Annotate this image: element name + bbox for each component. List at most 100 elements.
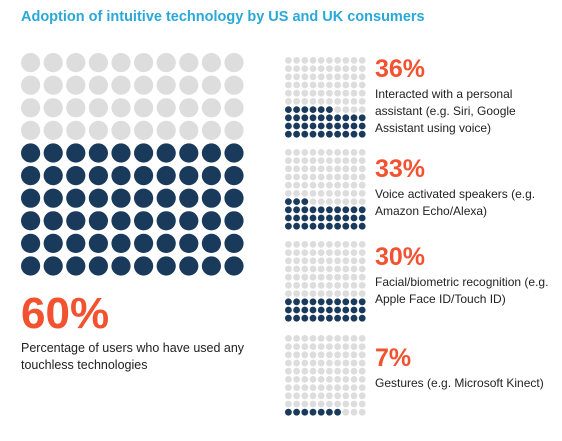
main-waffle-dot-filled (179, 233, 199, 253)
small-waffle-1-dot-empty (301, 181, 309, 189)
main-waffle-dot-empty (224, 75, 244, 95)
small-waffle-0-dot-empty (358, 106, 366, 113)
main-waffle-dot-empty (88, 53, 108, 73)
small-waffle-1-dot-empty (334, 157, 341, 164)
small-waffle-2-dot-empty (342, 249, 350, 256)
main-waffle-dot-empty (111, 75, 131, 95)
small-waffle-1-dot-empty (334, 198, 341, 205)
small-waffle-1-dot-empty (309, 190, 317, 197)
small-waffle-3-dot-empty (358, 359, 366, 367)
small-waffle-1-dot-empty (317, 165, 325, 173)
small-waffle-1-dot-empty (317, 181, 325, 189)
main-waffle-dot-filled (134, 256, 154, 276)
small-waffle-2-dot-filled (334, 298, 341, 306)
main-waffle-dot-filled (179, 166, 199, 186)
small-waffle-1-dot-empty (309, 181, 317, 189)
small-waffle-3-dot-empty (342, 408, 350, 416)
small-waffle-3-dot-empty (293, 392, 300, 400)
main-waffle-dot-filled (134, 188, 154, 208)
small-waffle-3-dot-filled (326, 408, 333, 416)
small-waffle-0-dot-filled (301, 106, 309, 113)
small-waffle-3-dot-empty (309, 335, 317, 342)
main-waffle-dot-filled (179, 188, 199, 208)
main-waffle-dot-filled (21, 211, 41, 231)
small-waffle-2-dot-empty (350, 273, 358, 281)
main-waffle-dot-filled (43, 256, 63, 276)
small-waffle-1-dot-empty (358, 149, 366, 156)
small-waffle-2-dot-empty (342, 241, 350, 248)
small-waffle-3-dot-empty (301, 384, 309, 391)
small-waffle-1-dot-filled (293, 198, 300, 205)
main-waffle-dot-empty (201, 98, 221, 118)
small-waffle-2-dot-filled (342, 306, 350, 314)
small-waffle-2-dot-empty (317, 257, 325, 265)
small-waffle-0-dot-filled (285, 114, 292, 122)
small-waffle-3-dot-empty (326, 343, 333, 350)
main-waffle-dot-filled (111, 211, 131, 231)
small-waffle-2-dot-empty (301, 265, 309, 273)
main-waffle-dot-filled (21, 233, 41, 253)
main-waffle-dot-empty (111, 98, 131, 118)
small-waffle-2-dot-empty (293, 290, 300, 297)
small-waffle-0-dot-empty (334, 89, 341, 97)
small-waffle-2-dot-empty (293, 257, 300, 265)
small-waffle-0-dot-filled (326, 130, 333, 138)
small-waffle-1-dot-filled (285, 206, 292, 214)
small-waffle-0-dot-empty (285, 89, 292, 97)
small-waffle-3-dot-filled (285, 408, 292, 416)
small-waffle-2-dot-empty (358, 241, 366, 248)
small-waffle-1-dot-empty (342, 190, 350, 197)
small-waffle-2-dot-empty (350, 257, 358, 265)
percentage-facial-recognition: 30% (375, 243, 426, 271)
small-waffle-3-dot-empty (358, 343, 366, 350)
small-waffle-0-dot-filled (334, 122, 341, 130)
small-waffle-1-dot-empty (293, 157, 300, 164)
small-waffle-0-dot-filled (285, 106, 292, 113)
small-waffle-1-dot-empty (358, 198, 366, 205)
small-waffle-0-dot-empty (317, 73, 325, 81)
small-waffle-2-dot-filled (317, 314, 325, 322)
small-waffle-3-dot-empty (358, 367, 366, 375)
small-waffle-1-dot-filled (301, 214, 309, 222)
main-waffle-dot-filled (111, 166, 131, 186)
main-waffle-dot-filled (156, 188, 176, 208)
small-waffle-3-dot-empty (301, 343, 309, 350)
small-waffle-0-dot-empty (293, 65, 300, 72)
small-waffle-0-dot-empty (350, 106, 358, 113)
small-waffle-2-dot-empty (317, 249, 325, 256)
main-waffle-dot-filled (179, 211, 199, 231)
small-waffle-2-dot-empty (358, 249, 366, 256)
small-waffle-0-dot-empty (317, 57, 325, 64)
small-waffle-2-dot-empty (301, 257, 309, 265)
main-waffle-dot-empty (179, 120, 199, 140)
small-waffle-3-dot-empty (326, 359, 333, 367)
small-waffle-2-dot-empty (317, 290, 325, 297)
small-waffle-1-dot-empty (285, 190, 292, 197)
small-waffle-2-dot-empty (342, 282, 350, 289)
small-waffle-3-dot-empty (350, 359, 358, 367)
main-waffle-dot-filled (201, 188, 221, 208)
small-waffle-2-dot-empty (293, 249, 300, 256)
small-waffle-1-dot-empty (350, 165, 358, 173)
small-waffle-2-dot-filled (285, 314, 292, 322)
small-waffle-1-dot-filled (358, 206, 366, 214)
small-waffle-2-dot-filled (309, 298, 317, 306)
small-waffle-3-dot-filled (293, 408, 300, 416)
small-waffle-2-dot-empty (350, 282, 358, 289)
small-waffle-0-dot-empty (358, 57, 366, 64)
small-waffle-3-dot-empty (301, 392, 309, 400)
small-waffle-3-dot-empty (326, 351, 333, 359)
main-waffle-dot-filled (111, 188, 131, 208)
small-waffle-1-dot-filled (342, 214, 350, 222)
main-waffle-dot-filled (43, 211, 63, 231)
small-waffle-0-dot-empty (326, 57, 333, 64)
small-waffle-3-dot-empty (350, 351, 358, 359)
small-waffle-0-dot-empty (285, 73, 292, 81)
small-waffle-2-dot-filled (309, 314, 317, 322)
small-waffle-0-dot-empty (293, 89, 300, 97)
main-waffle-dot-filled (156, 256, 176, 276)
small-waffle-1-dot-filled (293, 222, 300, 230)
small-waffle-3-dot-empty (317, 367, 325, 375)
small-waffle-2-dot-empty (342, 257, 350, 265)
small-waffle-2-dot-filled (334, 314, 341, 322)
